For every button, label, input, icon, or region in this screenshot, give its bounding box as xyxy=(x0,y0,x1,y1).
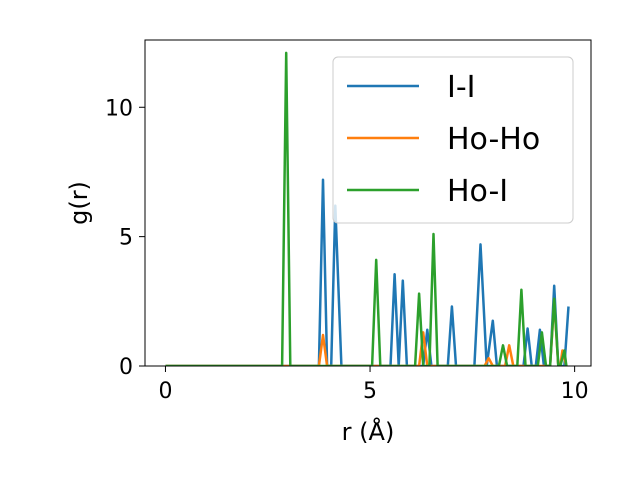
y-tick-label: 5 xyxy=(119,226,133,251)
y-tick-label: 10 xyxy=(105,96,133,121)
x-axis-ticks: 0 5 10 xyxy=(158,366,589,404)
x-tick-label: 10 xyxy=(561,379,589,404)
y-tick-label: 0 xyxy=(119,355,133,380)
x-axis-label: r (Å) xyxy=(342,417,395,446)
legend-label-ho-i: Ho-I xyxy=(447,174,508,209)
plot-area-frame xyxy=(144,39,592,367)
legend-label-i-i: I-I xyxy=(447,70,476,105)
y-axis-label: g(r) xyxy=(65,181,93,225)
legend-label-ho-ho: Ho-Ho xyxy=(447,122,540,157)
x-tick-label: 5 xyxy=(363,379,377,404)
legend: I-I Ho-Ho Ho-I xyxy=(332,56,574,224)
series-line-ho-i xyxy=(165,51,568,366)
plot-lines xyxy=(165,51,570,366)
x-tick-label: 0 xyxy=(158,379,172,404)
y-axis-ticks: 0 5 10 xyxy=(105,96,145,380)
legend-box xyxy=(332,56,574,224)
